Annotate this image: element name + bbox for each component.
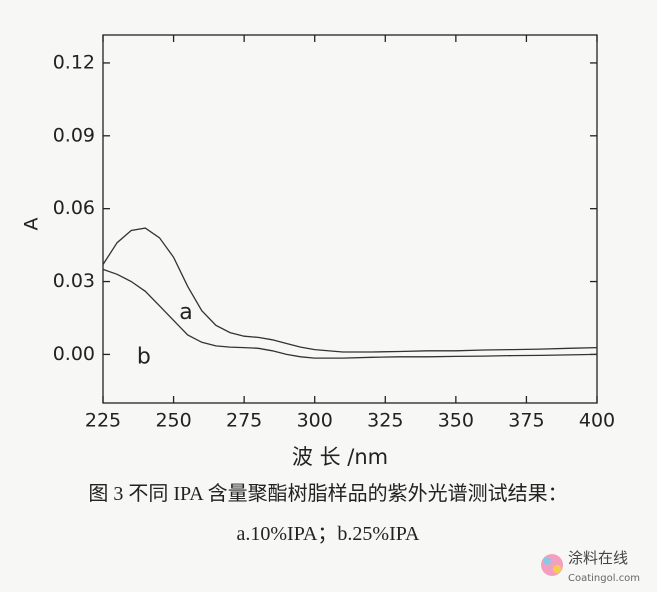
x-tick-label: 350 xyxy=(438,410,474,432)
logo-url: Coatingol.com xyxy=(568,573,640,584)
x-axis-label: 波 长 /nm xyxy=(292,445,388,469)
logo: 涂料在线 Coatingol.com xyxy=(541,549,640,584)
series-label: a xyxy=(179,300,192,325)
logo-title: 涂料在线 xyxy=(568,549,628,567)
caption: a.10%IPA；b.25%IPA xyxy=(237,523,421,545)
y-tick-label: 0.03 xyxy=(53,270,95,292)
x-tick-label: 225 xyxy=(85,410,121,432)
series-label: b xyxy=(137,344,151,369)
y-axis-label: A xyxy=(21,218,43,231)
x-tick-label: 400 xyxy=(579,410,615,432)
logo-icon xyxy=(543,557,551,565)
x-tick-label: 325 xyxy=(367,410,403,432)
plot-frame xyxy=(102,34,598,404)
line-series xyxy=(102,227,598,353)
x-tick-label: 300 xyxy=(297,410,333,432)
logo-icon xyxy=(553,565,561,573)
x-tick-label: 375 xyxy=(508,410,544,432)
caption: 图 3 不同 IPA 含量聚酯树脂样品的紫外光谱测试结果： xyxy=(88,482,567,505)
x-tick-label: 250 xyxy=(155,410,191,432)
logo-icon xyxy=(541,554,563,576)
y-tick-label: 0.09 xyxy=(53,124,95,146)
y-tick-label: 0.00 xyxy=(53,343,95,365)
line-series xyxy=(102,268,598,359)
y-tick-label: 0.06 xyxy=(53,197,95,219)
y-tick-label: 0.12 xyxy=(53,51,95,73)
x-tick-label: 275 xyxy=(226,410,262,432)
